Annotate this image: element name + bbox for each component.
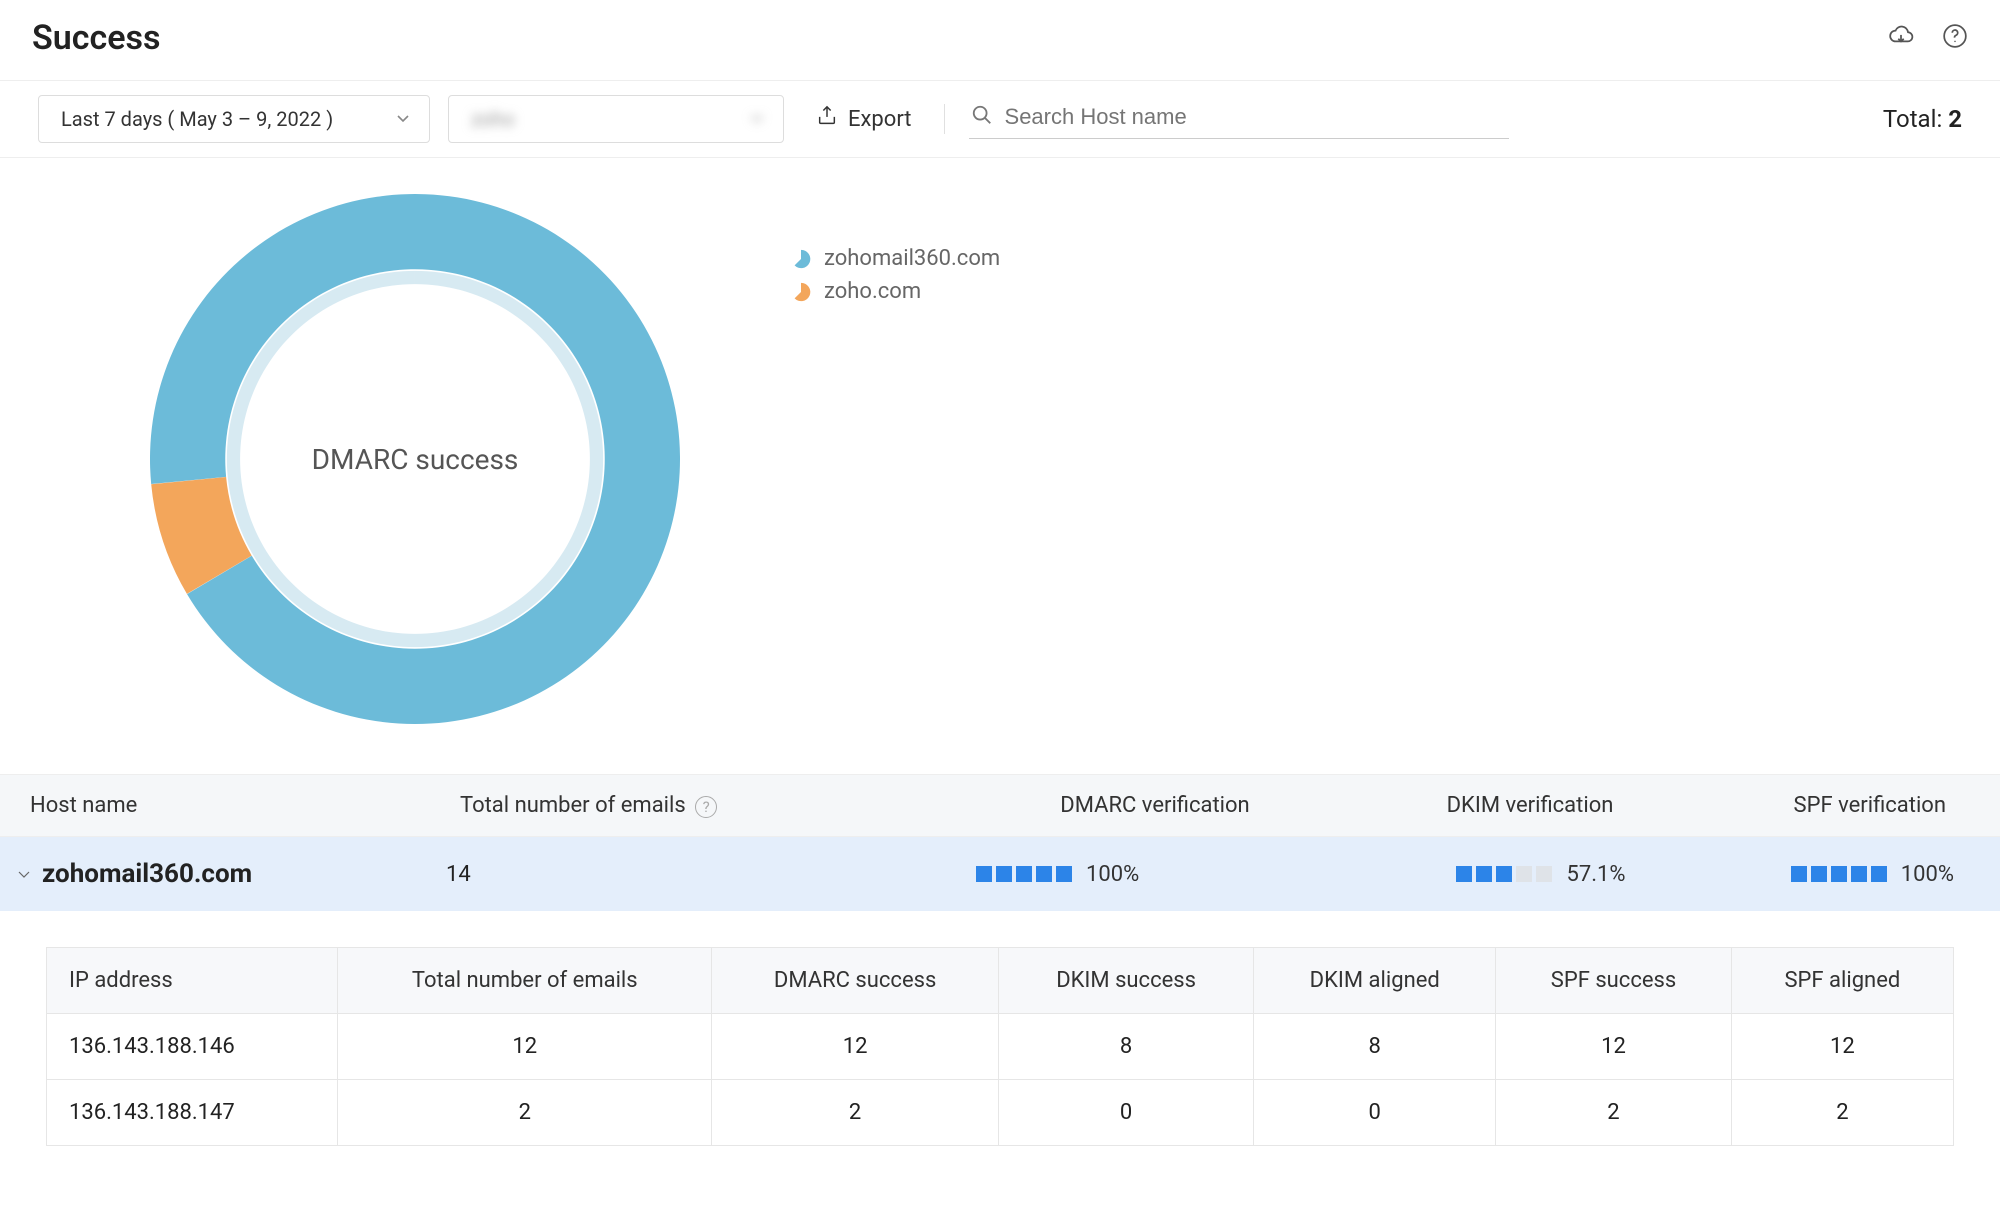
table-row: 136.143.188.1461212881212 <box>47 1014 1954 1080</box>
export-label: Export <box>848 107 912 132</box>
progress-bar-segment <box>1056 866 1072 882</box>
subtable-column: Total number of emails <box>338 948 712 1014</box>
chart-region: DMARC success zohomail360.com zoho.com <box>0 158 2000 774</box>
dmarc-verification: 100% <box>956 862 1326 887</box>
host-row[interactable]: zohomail360.com 14 100% 57.1% 100% <box>0 837 2000 911</box>
cell: 136.143.188.146 <box>47 1014 338 1080</box>
subtable-column: DKIM success <box>998 948 1253 1014</box>
cell: 2 <box>338 1080 712 1146</box>
host-table-header: Host name Total number of emails ? DMARC… <box>0 774 2000 837</box>
col-total: Total number of emails ? <box>460 793 970 818</box>
subtable-column: IP address <box>47 948 338 1014</box>
export-icon <box>816 105 838 133</box>
date-range-label: Last 7 days ( May 3 – 9, 2022 ) <box>61 107 333 131</box>
host-name: zohomail360.com <box>42 859 252 889</box>
progress-bar-segment <box>1811 866 1827 882</box>
spf-verification: 100% <box>1706 862 1984 887</box>
progress-bar-segment <box>1831 866 1847 882</box>
ip-subtable-wrap: IP addressTotal number of emailsDMARC su… <box>0 911 2000 1146</box>
total-emails: 14 <box>446 862 956 887</box>
progress-bar-segment <box>1036 866 1052 882</box>
cell: 8 <box>998 1014 1253 1080</box>
pie-icon <box>790 248 812 270</box>
search-host-wrap[interactable] <box>969 100 1509 139</box>
progress-bar-segment <box>1456 866 1472 882</box>
cloud-download-icon[interactable] <box>1888 23 1914 53</box>
chevron-down-icon <box>16 859 32 889</box>
progress-bar-segment <box>1536 866 1552 882</box>
chevron-down-icon <box>749 107 765 131</box>
subtable-column: SPF success <box>1496 948 1732 1014</box>
cell: 12 <box>712 1014 999 1080</box>
progress-bar-segment <box>1476 866 1492 882</box>
search-icon <box>971 104 993 130</box>
vertical-divider <box>944 104 945 134</box>
cell: 12 <box>1496 1014 1732 1080</box>
dkim-verification: 57.1% <box>1326 862 1706 887</box>
legend-item: zoho.com <box>790 279 1000 304</box>
col-dkim: DKIM verification <box>1340 793 1720 818</box>
progress-bar-segment <box>1496 866 1512 882</box>
total-count: Total: 2 <box>1883 105 1962 133</box>
col-spf: SPF verification <box>1720 793 1970 818</box>
cell: 2 <box>1731 1080 1953 1146</box>
ip-subtable: IP addressTotal number of emailsDMARC su… <box>46 947 1954 1146</box>
progress-bar-segment <box>1851 866 1867 882</box>
export-button[interactable]: Export <box>802 105 912 133</box>
cell: 8 <box>1254 1014 1496 1080</box>
pie-icon <box>790 281 812 303</box>
cell: 0 <box>998 1080 1253 1146</box>
subtable-column: DKIM aligned <box>1254 948 1496 1014</box>
progress-bar-segment <box>996 866 1012 882</box>
cell: 2 <box>712 1080 999 1146</box>
cell: 2 <box>1496 1080 1732 1146</box>
page-header: Success <box>0 0 2000 81</box>
page-title: Success <box>32 18 160 58</box>
cell: 136.143.188.147 <box>47 1080 338 1146</box>
filter-toolbar: Last 7 days ( May 3 – 9, 2022 ) zoho Exp… <box>0 81 2000 158</box>
table-row: 136.143.188.147220022 <box>47 1080 1954 1146</box>
legend-item: zohomail360.com <box>790 246 1000 271</box>
col-hostname: Host name <box>30 793 460 818</box>
domain-select[interactable]: zoho <box>448 95 784 143</box>
progress-bar-segment <box>1516 866 1532 882</box>
subtable-column: DMARC success <box>712 948 999 1014</box>
cell: 12 <box>338 1014 712 1080</box>
col-dmarc: DMARC verification <box>970 793 1340 818</box>
progress-bar-segment <box>1791 866 1807 882</box>
progress-bar-segment <box>1016 866 1032 882</box>
donut-chart: DMARC success <box>150 194 680 724</box>
chevron-down-icon <box>395 107 411 131</box>
search-input[interactable] <box>1005 104 1507 130</box>
domain-select-label: zoho <box>471 107 515 131</box>
chart-legend: zohomail360.com zoho.com <box>790 246 1000 304</box>
cell: 12 <box>1731 1014 1953 1080</box>
donut-center-label: DMARC success <box>150 194 680 724</box>
progress-bar-segment <box>976 866 992 882</box>
help-icon[interactable] <box>1942 23 1968 53</box>
date-range-select[interactable]: Last 7 days ( May 3 – 9, 2022 ) <box>38 95 430 143</box>
help-tooltip-icon[interactable]: ? <box>695 796 717 818</box>
progress-bar-segment <box>1871 866 1887 882</box>
subtable-column: SPF aligned <box>1731 948 1953 1014</box>
cell: 0 <box>1254 1080 1496 1146</box>
